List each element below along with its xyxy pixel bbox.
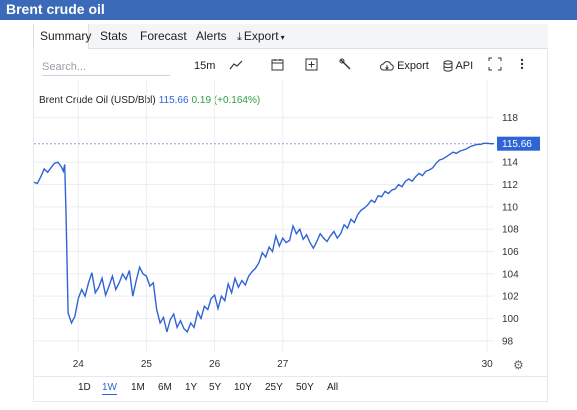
tab-export[interactable]: ⤓ Export ▾ — [237, 24, 285, 49]
x-tick-label: 30 — [482, 359, 494, 370]
y-tick-label: 112 — [502, 180, 518, 191]
range-6m[interactable]: 6M — [158, 382, 172, 393]
range-25y[interactable]: 25Y — [265, 382, 283, 393]
y-tick-label: 98 — [502, 336, 514, 347]
search-input[interactable] — [42, 58, 170, 76]
tab-stats[interactable]: Stats — [100, 24, 127, 49]
fullscreen-icon[interactable] — [488, 57, 502, 73]
tab-stats-label: Stats — [100, 29, 128, 43]
tab-bar: Summary Stats Forecast Alerts ⤓ Export ▾ — [33, 24, 548, 49]
y-tick-label: 108 — [502, 225, 519, 236]
api-label: API — [455, 60, 474, 72]
x-tick-label: 24 — [73, 359, 85, 370]
x-axis: 24 25 26 27 30 — [73, 359, 493, 370]
window-title: Brent crude oil — [6, 1, 105, 17]
window-title-bar: Brent crude oil — [0, 0, 577, 20]
range-1y[interactable]: 1Y — [185, 382, 198, 393]
chart-grid-horizontal — [34, 117, 494, 342]
legend-instrument-name: Brent Crude Oil (USD/Bbl) — [39, 95, 156, 106]
calendar-icon[interactable] — [271, 58, 284, 74]
add-indicator-icon[interactable] — [305, 58, 318, 74]
last-price-tag: 115.66 — [497, 136, 540, 151]
tab-alerts-label: Alerts — [196, 29, 227, 43]
last-price-tag-text: 115.66 — [502, 139, 532, 150]
range-1m[interactable]: 1M — [131, 382, 145, 393]
y-tick-label: 106 — [502, 247, 519, 258]
x-tick-label: 25 — [141, 359, 153, 370]
tab-forecast[interactable]: Forecast — [140, 24, 187, 49]
chart-settings-gear-icon[interactable]: ⚙ — [513, 358, 524, 372]
y-tick-label: 118 — [502, 113, 518, 124]
api-button[interactable]: API — [443, 58, 473, 74]
tab-forecast-label: Forecast — [140, 29, 187, 43]
chart-legend: Brent Crude Oil (USD/Bbl) 115.66 0.19 (+0.… — [39, 95, 260, 107]
range-50y[interactable]: 50Y — [296, 382, 314, 393]
range-selector: 1D 1W 1M 6M 1Y 5Y 10Y 25Y 50Y All — [33, 376, 548, 400]
tab-export-label: Export — [243, 29, 279, 43]
export-button[interactable]: Export — [380, 58, 429, 74]
y-axis: 98 100 102 104 106 108 110 112 114 118 — [502, 113, 519, 347]
range-10y[interactable]: 10Y — [234, 382, 252, 393]
chart-grid-vertical — [77, 80, 488, 352]
y-tick-label: 100 — [502, 314, 519, 325]
y-tick-label: 102 — [502, 292, 519, 303]
tab-alerts[interactable]: Alerts — [196, 24, 227, 49]
tab-summary[interactable]: Summary — [33, 24, 92, 49]
y-tick-label: 114 — [502, 158, 518, 169]
cloud-download-icon — [380, 60, 394, 72]
legend-change: 0.19 (+0.164%) — [191, 95, 261, 106]
line-chart-icon[interactable] — [229, 59, 243, 75]
x-tick-label: 26 — [209, 359, 221, 370]
wrench-icon[interactable] — [339, 58, 352, 74]
database-icon — [443, 60, 453, 72]
range-1w[interactable]: 1W — [102, 382, 117, 395]
interval-selector[interactable]: 15m — [194, 58, 215, 74]
interval-label: 15m — [194, 60, 216, 72]
export-label: Export — [397, 60, 429, 72]
price-line — [33, 142, 494, 334]
chart-panel — [33, 50, 548, 402]
chevron-down-icon: ▾ — [280, 33, 285, 42]
download-icon: ⤓ — [237, 31, 242, 43]
x-tick-label: 27 — [277, 359, 289, 370]
legend-price: 115.66 — [158, 95, 189, 106]
tab-summary-label: Summary — [40, 29, 92, 43]
y-tick-label: 104 — [502, 269, 519, 280]
range-1d[interactable]: 1D — [78, 382, 91, 393]
y-tick-label: 110 — [502, 202, 518, 213]
more-icon[interactable] — [519, 57, 525, 73]
range-all[interactable]: All — [327, 382, 339, 393]
range-5y[interactable]: 5Y — [209, 382, 222, 393]
last-price-tag-background — [497, 136, 540, 151]
